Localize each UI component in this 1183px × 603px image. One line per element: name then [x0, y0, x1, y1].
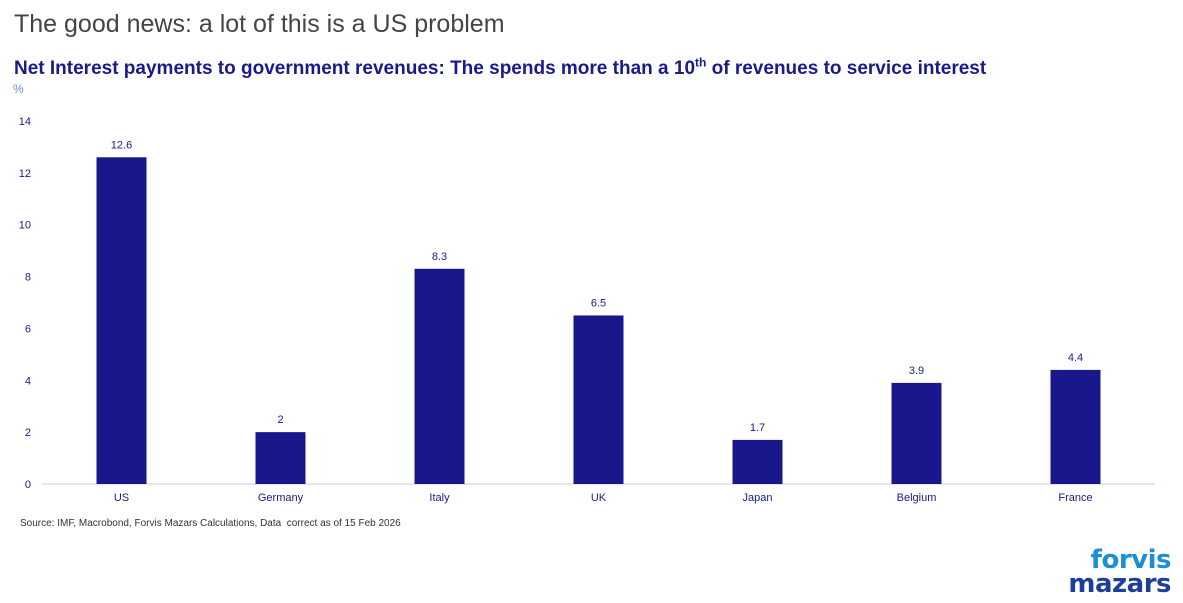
- y-tick-label: 8: [25, 272, 31, 284]
- logo-line-mazars: mazars: [1068, 569, 1171, 599]
- slide-title: The good news: a lot of this is a US pro…: [14, 10, 505, 38]
- logo-line-forvis: forvis: [1090, 545, 1172, 575]
- bar-uk: [573, 315, 624, 484]
- bar-france: [1050, 369, 1101, 484]
- data-label: 4.4: [1068, 352, 1083, 364]
- x-tick-label: Italy: [429, 492, 450, 504]
- x-tick-label: Belgium: [897, 492, 937, 504]
- x-tick-label: US: [114, 492, 129, 504]
- source-note: Source: IMF, Macrobond, Forvis Mazars Ca…: [20, 518, 401, 529]
- forvis-mazars-logo: forvis mazars: [1068, 545, 1172, 599]
- bar-italy: [414, 268, 465, 484]
- y-tick-label: 0: [25, 479, 31, 491]
- x-tick-label: France: [1058, 492, 1092, 504]
- data-label: 3.9: [909, 365, 924, 377]
- x-tick-label: Germany: [258, 492, 304, 504]
- y-axis-unit-label: %: [13, 82, 24, 96]
- x-tick-label: Japan: [743, 492, 773, 504]
- bar-chart: 0 2 4 6 8 10 12 14 12.6 US 2 Germany 8.3 Italy 6.5 UK 1.…: [19, 116, 1155, 504]
- bar-germany: [255, 432, 306, 484]
- data-label: 12.6: [111, 139, 132, 151]
- chart-title-end: of revenues to service interest: [706, 58, 987, 79]
- bar-japan: [732, 439, 783, 484]
- chart-title-superscript: th: [695, 55, 707, 70]
- chart-title-main: Net Interest payments to government reve…: [14, 58, 696, 79]
- data-label: 1.7: [750, 422, 765, 434]
- chart-title: Net Interest payments to government reve…: [14, 55, 987, 80]
- bar-belgium: [891, 382, 942, 484]
- y-tick-label: 14: [19, 116, 31, 128]
- data-label: 2: [277, 414, 283, 426]
- data-label: 8.3: [432, 251, 447, 263]
- x-tick-label: UK: [591, 492, 607, 504]
- y-tick-label: 4: [25, 375, 31, 387]
- y-tick-label: 10: [19, 220, 31, 232]
- y-tick-label: 12: [19, 168, 31, 180]
- data-label: 6.5: [591, 297, 606, 309]
- y-tick-label: 6: [25, 323, 31, 335]
- y-tick-label: 2: [25, 427, 31, 439]
- bar-us: [96, 157, 147, 485]
